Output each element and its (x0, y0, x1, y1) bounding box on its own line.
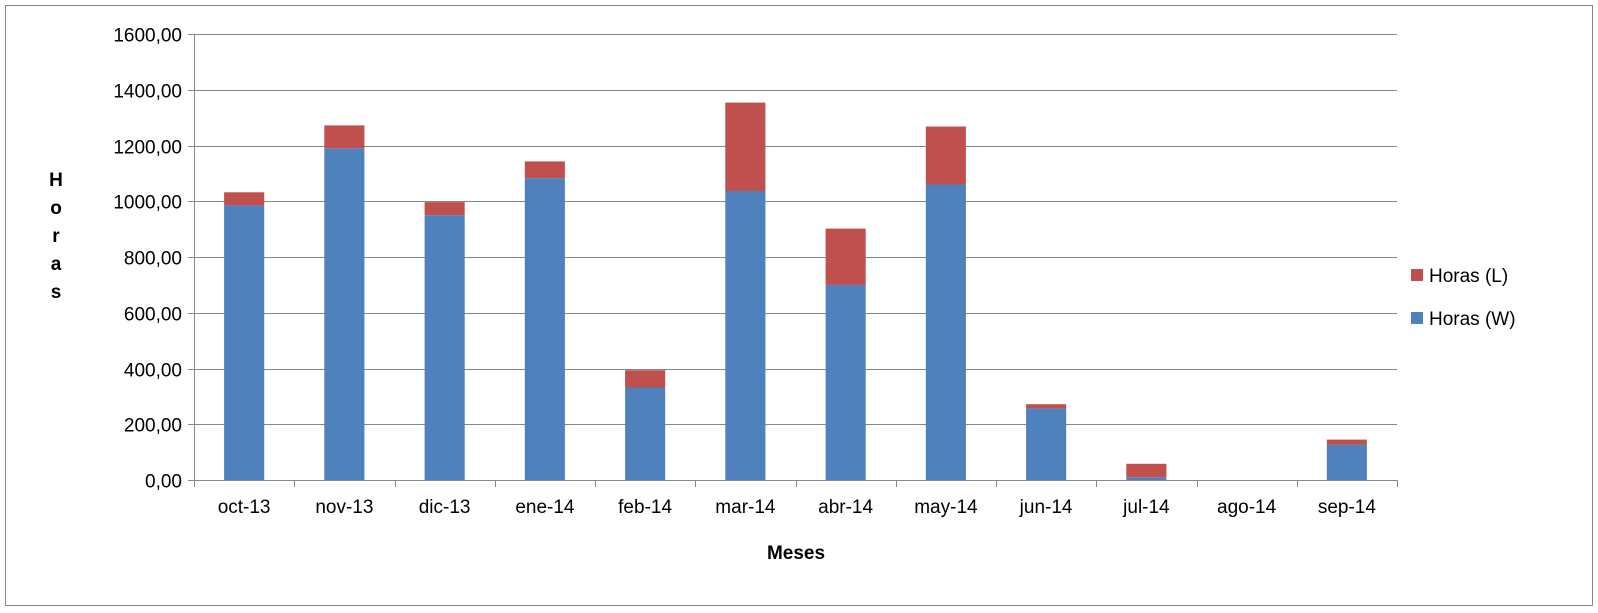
x-tick-label: mar-14 (715, 497, 776, 518)
bar-horas-w-ene-14 (524, 178, 565, 480)
bar-horas-l-sep-14 (1326, 439, 1367, 445)
y-tick-label: 1000,00 (113, 193, 182, 214)
x-tick-label: oct-13 (218, 497, 271, 518)
axes (194, 34, 1397, 481)
x-tick-label: jun-14 (1019, 497, 1073, 518)
legend-swatch-horas-w (1411, 312, 1423, 324)
x-tick-label: sep-14 (1318, 497, 1377, 518)
x-tick-label: ene-14 (515, 497, 575, 518)
y-tick-label: 800,00 (124, 249, 182, 270)
bar-horas-w-abr-14 (825, 284, 866, 480)
legend-label-horas-l: Horas (L) (1429, 266, 1508, 287)
bars (224, 102, 1367, 481)
x-tick-label: may-14 (914, 497, 978, 518)
y-tick-label: 400,00 (124, 361, 182, 382)
bar-horas-w-jun-14 (1026, 408, 1067, 480)
bar-horas-w-mar-14 (725, 190, 766, 480)
y-tick-label: 0,00 (145, 472, 182, 493)
bar-horas-l-abr-14 (825, 228, 866, 285)
bar-horas-w-feb-14 (625, 387, 666, 480)
bar-horas-l-ene-14 (524, 161, 565, 179)
bar-horas-l-mar-14 (725, 102, 766, 191)
bar-horas-w-may-14 (925, 184, 966, 480)
y-tick-label: 600,00 (124, 305, 182, 326)
bar-horas-w-jul-14 (1126, 477, 1167, 480)
x-axis-title: Meses (767, 543, 825, 564)
gridlines (194, 34, 1397, 425)
bar-horas-l-oct-13 (224, 192, 265, 206)
x-tick-label: ago-14 (1217, 497, 1277, 518)
bar-horas-w-dic-13 (424, 215, 465, 480)
bar-horas-w-nov-13 (324, 148, 365, 481)
x-tick-label: dic-13 (419, 497, 471, 518)
chart-border (5, 5, 1593, 606)
bar-horas-l-nov-13 (324, 125, 365, 149)
bar-horas-l-jun-14 (1026, 404, 1067, 409)
x-tick-labels: oct-13 nov-13 dic-13 ene-14 feb-14 mar-14 abr-… (194, 480, 1398, 518)
y-tick-label: 1400,00 (113, 82, 182, 103)
x-tick-label: feb-14 (618, 497, 672, 518)
bar-horas-l-dic-13 (424, 202, 465, 216)
bar-horas-l-jul-14 (1126, 463, 1167, 478)
y-tick-labels: 0,00 200,00 400,00 600,00 800,00 1000,00 1200,… (113, 26, 194, 493)
legend-label-horas-w: Horas (W) (1429, 309, 1516, 330)
bar-horas-w-oct-13 (224, 205, 265, 480)
bar-horas-l-feb-14 (625, 370, 666, 388)
bar-horas-l-may-14 (925, 126, 966, 185)
bar-horas-w-sep-14 (1326, 444, 1367, 480)
legend-swatch-horas-l (1411, 269, 1423, 281)
x-tick-label: nov-13 (315, 497, 373, 518)
y-tick-label: 1200,00 (113, 138, 182, 159)
x-tick-label: jul-14 (1122, 497, 1170, 518)
y-tick-label: 200,00 (124, 416, 182, 437)
y-tick-label: 1600,00 (113, 26, 182, 47)
legend: Horas (L) Horas (W) (1411, 266, 1516, 330)
x-tick-label: abr-14 (818, 497, 873, 518)
